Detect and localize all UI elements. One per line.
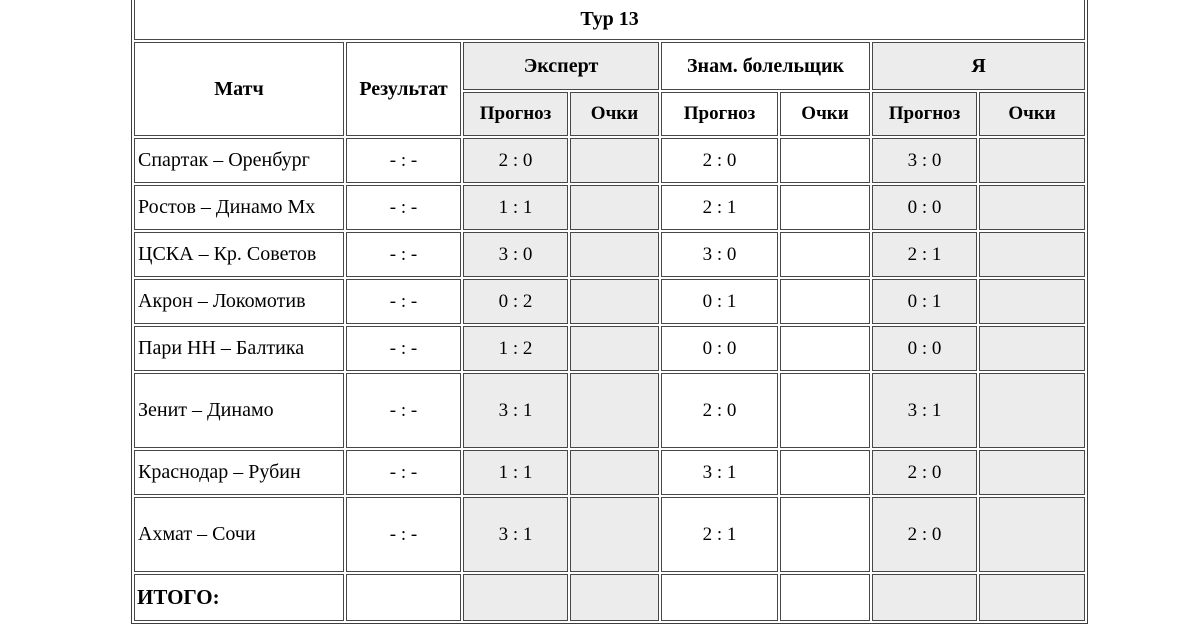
fan-forecast-cell: 2 : 0 — [661, 138, 778, 183]
total-fan-forecast-cell — [661, 574, 778, 621]
header-fan-forecast: Прогноз — [661, 92, 778, 136]
me-forecast-cell: 3 : 1 — [872, 373, 977, 448]
total-expert-forecast-cell — [463, 574, 568, 621]
table-row: Спартак – Оренбург - : - 2 : 0 2 : 0 3 :… — [134, 138, 1086, 183]
expert-points-cell — [570, 279, 659, 324]
me-points-cell — [979, 326, 1086, 371]
me-forecast-cell: 3 : 0 — [872, 138, 977, 183]
me-forecast-cell: 2 : 1 — [872, 232, 977, 277]
expert-points-cell — [570, 326, 659, 371]
table-row: Зенит – Динамо - : - 3 : 1 2 : 0 3 : 1 — [134, 373, 1086, 448]
result-cell: - : - — [346, 497, 461, 572]
match-cell: ЦСКА – Кр. Советов — [134, 232, 344, 277]
header-sub-row: Прогноз Очки Прогноз Очки Прогноз Очки — [134, 92, 1086, 136]
match-cell: Ахмат – Сочи — [134, 497, 344, 572]
header-me-points: Очки — [979, 92, 1086, 136]
expert-forecast-cell: 1 : 2 — [463, 326, 568, 371]
predictions-table-container: Тур 13 Матч Результат Эксперт Знам. боле… — [131, 0, 1089, 624]
expert-forecast-cell: 3 : 1 — [463, 497, 568, 572]
expert-points-cell — [570, 185, 659, 230]
total-label: ИТОГО: — [134, 574, 344, 621]
me-points-cell — [979, 185, 1086, 230]
match-cell: Краснодар – Рубин — [134, 450, 344, 495]
fan-points-cell — [780, 279, 870, 324]
header-expert-points: Очки — [570, 92, 659, 136]
total-result-cell — [346, 574, 461, 621]
fan-points-cell — [780, 138, 870, 183]
match-cell: Акрон – Локомотив — [134, 279, 344, 324]
predictions-table: Тур 13 Матч Результат Эксперт Знам. боле… — [131, 0, 1089, 624]
result-cell: - : - — [346, 185, 461, 230]
expert-forecast-cell: 1 : 1 — [463, 450, 568, 495]
me-points-cell — [979, 450, 1086, 495]
result-cell: - : - — [346, 138, 461, 183]
result-cell: - : - — [346, 373, 461, 448]
me-forecast-cell: 2 : 0 — [872, 450, 977, 495]
fan-forecast-cell: 2 : 1 — [661, 497, 778, 572]
result-cell: - : - — [346, 326, 461, 371]
match-cell: Зенит – Динамо — [134, 373, 344, 448]
expert-forecast-cell: 1 : 1 — [463, 185, 568, 230]
header-group-expert: Эксперт — [463, 42, 659, 90]
expert-forecast-cell: 0 : 2 — [463, 279, 568, 324]
table-row: Краснодар – Рубин - : - 1 : 1 3 : 1 2 : … — [134, 450, 1086, 495]
header-me-forecast: Прогноз — [872, 92, 977, 136]
match-cell: Пари НН – Балтика — [134, 326, 344, 371]
header-result: Результат — [346, 42, 461, 136]
table-row: Пари НН – Балтика - : - 1 : 2 0 : 0 0 : … — [134, 326, 1086, 371]
fan-points-cell — [780, 373, 870, 448]
fan-forecast-cell: 3 : 0 — [661, 232, 778, 277]
table-row: Ростов – Динамо Мх - : - 1 : 1 2 : 1 0 :… — [134, 185, 1086, 230]
fan-points-cell — [780, 326, 870, 371]
fan-points-cell — [780, 450, 870, 495]
me-points-cell — [979, 497, 1086, 572]
header-match: Матч — [134, 42, 344, 136]
header-group-fan: Знам. болельщик — [661, 42, 870, 90]
fan-points-cell — [780, 232, 870, 277]
me-forecast-cell: 0 : 1 — [872, 279, 977, 324]
match-cell: Спартак – Оренбург — [134, 138, 344, 183]
expert-points-cell — [570, 138, 659, 183]
me-forecast-cell: 0 : 0 — [872, 326, 977, 371]
total-expert-points-cell — [570, 574, 659, 621]
me-forecast-cell: 2 : 0 — [872, 497, 977, 572]
title-row: Тур 13 — [134, 0, 1086, 40]
fan-forecast-cell: 2 : 0 — [661, 373, 778, 448]
expert-forecast-cell: 2 : 0 — [463, 138, 568, 183]
header-expert-forecast: Прогноз — [463, 92, 568, 136]
result-cell: - : - — [346, 450, 461, 495]
table-row: ЦСКА – Кр. Советов - : - 3 : 0 3 : 0 2 :… — [134, 232, 1086, 277]
expert-points-cell — [570, 497, 659, 572]
total-row: ИТОГО: — [134, 574, 1086, 621]
total-me-forecast-cell — [872, 574, 977, 621]
me-points-cell — [979, 138, 1086, 183]
result-cell: - : - — [346, 279, 461, 324]
total-fan-points-cell — [780, 574, 870, 621]
fan-forecast-cell: 3 : 1 — [661, 450, 778, 495]
result-cell: - : - — [346, 232, 461, 277]
fan-points-cell — [780, 185, 870, 230]
expert-points-cell — [570, 373, 659, 448]
me-points-cell — [979, 279, 1086, 324]
round-title: Тур 13 — [134, 0, 1086, 40]
fan-forecast-cell: 2 : 1 — [661, 185, 778, 230]
expert-forecast-cell: 3 : 1 — [463, 373, 568, 448]
expert-points-cell — [570, 450, 659, 495]
fan-forecast-cell: 0 : 1 — [661, 279, 778, 324]
total-me-points-cell — [979, 574, 1086, 621]
me-points-cell — [979, 232, 1086, 277]
me-forecast-cell: 0 : 0 — [872, 185, 977, 230]
expert-forecast-cell: 3 : 0 — [463, 232, 568, 277]
table-row: Ахмат – Сочи - : - 3 : 1 2 : 1 2 : 0 — [134, 497, 1086, 572]
header-group-row: Матч Результат Эксперт Знам. болельщик Я — [134, 42, 1086, 136]
header-fan-points: Очки — [780, 92, 870, 136]
table-row: Акрон – Локомотив - : - 0 : 2 0 : 1 0 : … — [134, 279, 1086, 324]
fan-points-cell — [780, 497, 870, 572]
header-group-me: Я — [872, 42, 1086, 90]
match-cell: Ростов – Динамо Мх — [134, 185, 344, 230]
fan-forecast-cell: 0 : 0 — [661, 326, 778, 371]
expert-points-cell — [570, 232, 659, 277]
me-points-cell — [979, 373, 1086, 448]
